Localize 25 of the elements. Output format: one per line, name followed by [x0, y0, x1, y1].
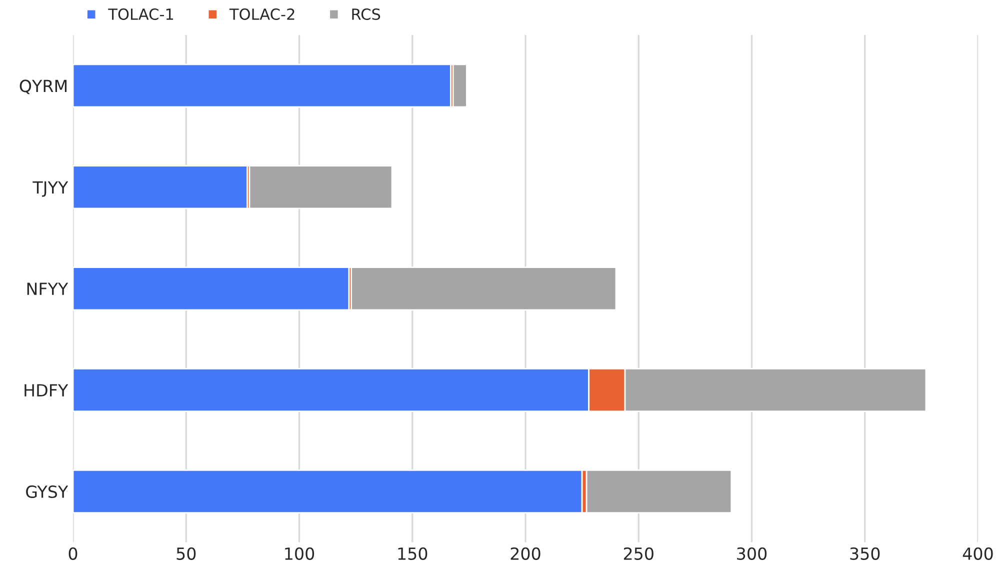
x-tick-label: 50 [176, 547, 196, 560]
y-tick-label: TJYY [32, 181, 68, 197]
x-tick-label: 350 [850, 547, 880, 560]
bar [586, 469, 732, 514]
y-tick-label: NFYY [27, 282, 68, 295]
x-tick-label: 250 [624, 547, 654, 560]
x-tick-label: 200 [510, 547, 540, 560]
legend-label: TOLAC-2 [229, 8, 294, 20]
y-tick-label: HDFY [24, 384, 68, 396]
bar [248, 165, 393, 210]
x-tick-label: 150 [398, 547, 428, 560]
y-tick-label: GYSY [26, 485, 68, 498]
legend-label: RCS [352, 8, 380, 20]
bar [452, 64, 468, 108]
x-tick-label: 0 [68, 547, 78, 560]
bar [73, 165, 248, 210]
bar [73, 64, 452, 108]
y-tick-label: QYRM [20, 80, 67, 94]
bar [73, 266, 350, 311]
legend-label: TOLAC-1 [108, 8, 174, 20]
x-tick-label: 300 [737, 547, 767, 560]
bar [73, 469, 583, 514]
x-tick-label: 400 [962, 547, 993, 560]
bar [350, 266, 617, 311]
x-tick-label: 100 [285, 547, 314, 560]
